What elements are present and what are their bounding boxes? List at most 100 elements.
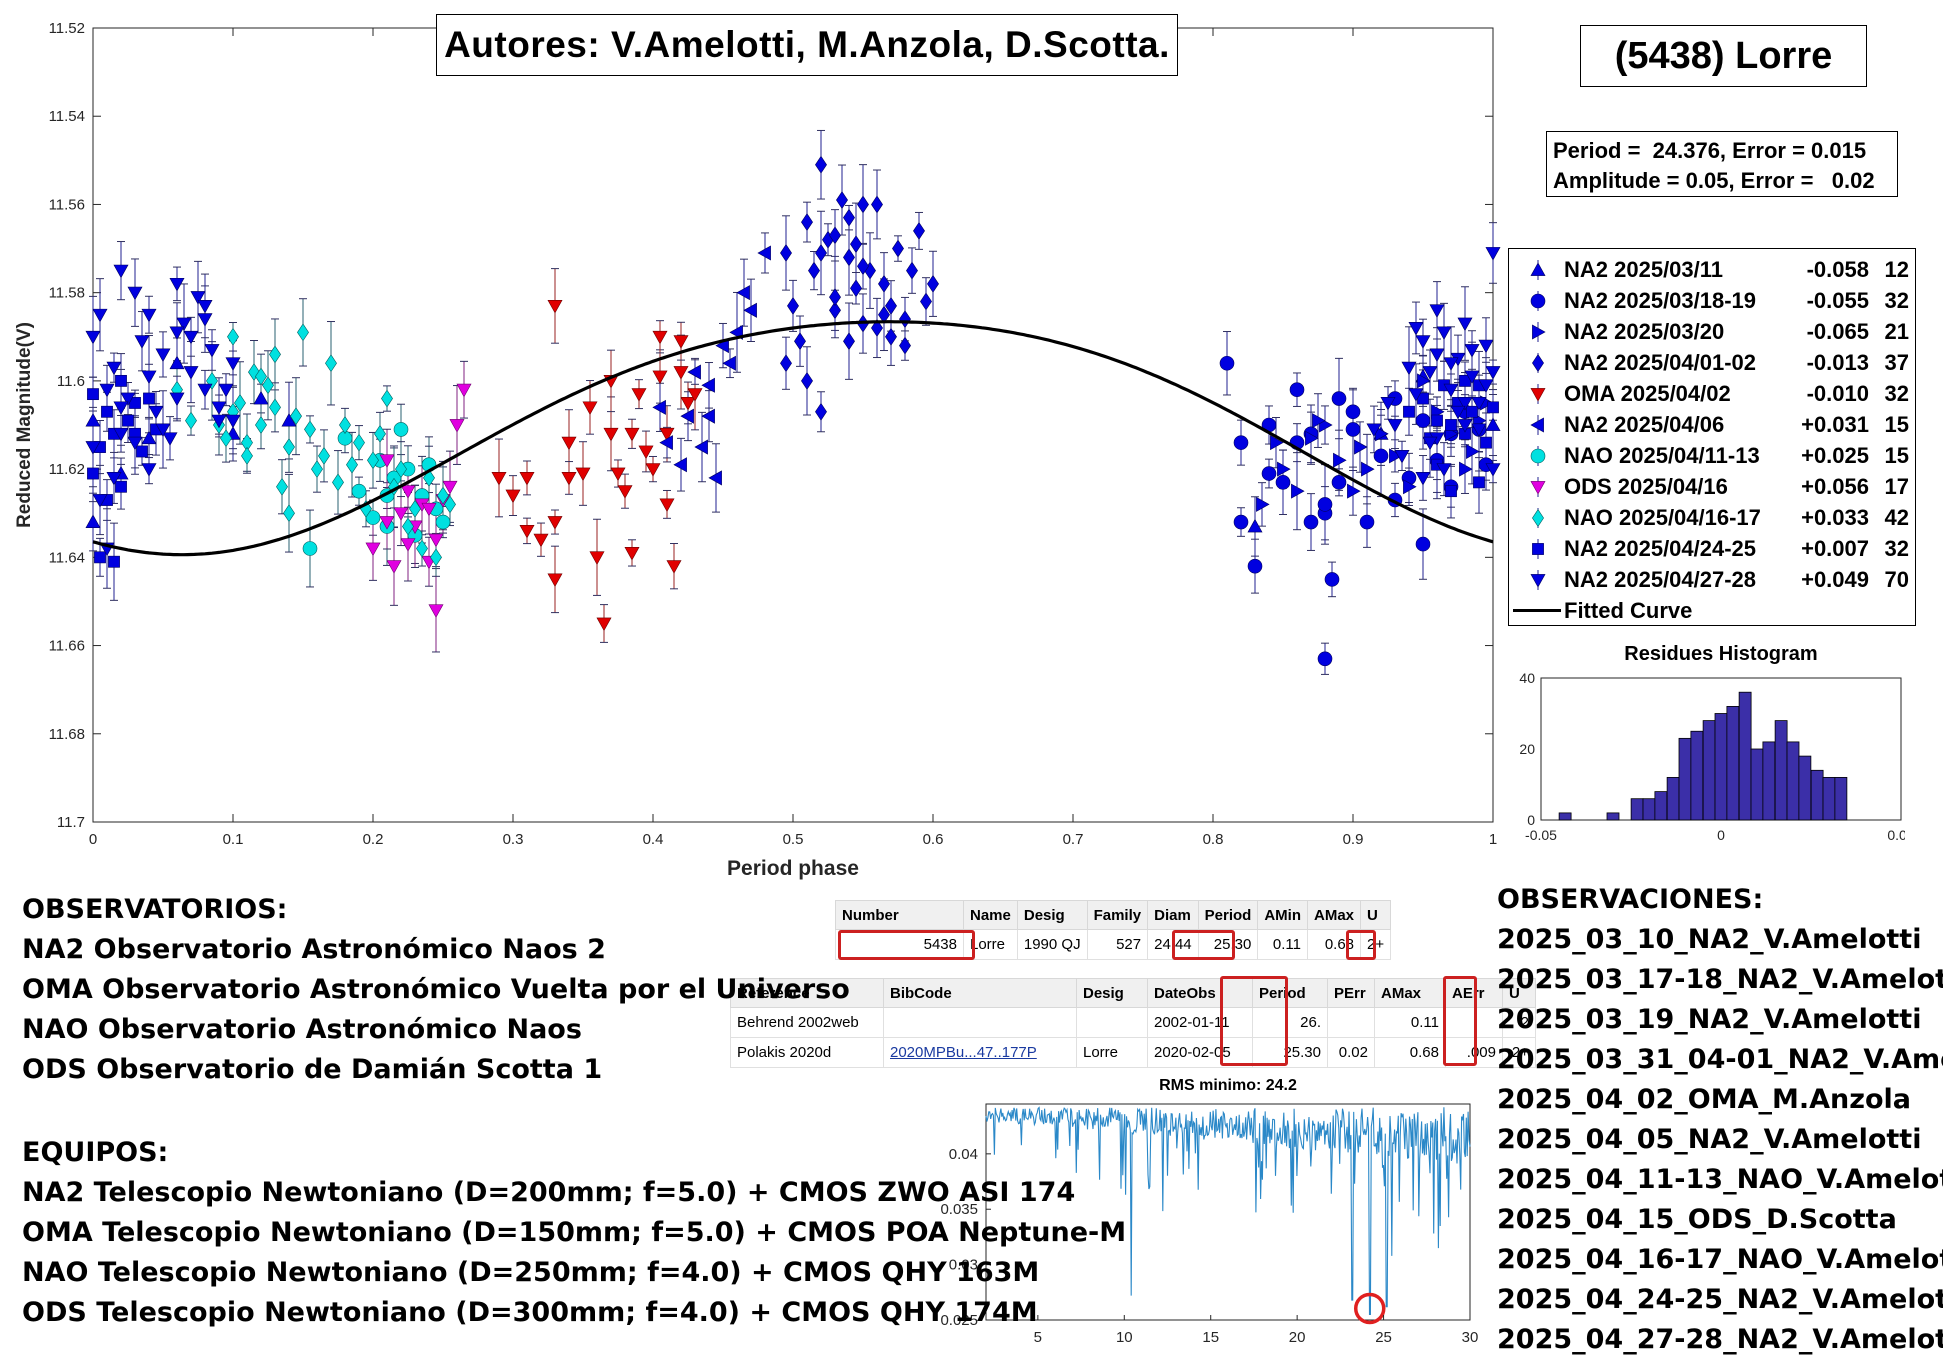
rms-y-tick: 0.03 xyxy=(949,1257,978,1274)
data-point xyxy=(94,551,106,564)
table-header: Desig xyxy=(1076,978,1148,1008)
equipos-heading: EQUIPOS: xyxy=(22,1137,169,1168)
legend-marker xyxy=(1530,446,1546,466)
histogram-y-tick: 0 xyxy=(1527,812,1535,828)
histogram-bar xyxy=(1666,776,1680,821)
data-point xyxy=(1403,405,1415,418)
data-point xyxy=(1345,404,1361,420)
data-point xyxy=(113,427,129,442)
data-point xyxy=(1408,322,1424,336)
legend-marker xyxy=(1532,322,1546,342)
data-point xyxy=(857,195,869,214)
data-point xyxy=(780,244,792,262)
data-point xyxy=(185,411,197,430)
observacion-line: 2025_03_17-18_NA2_V.Amelotti xyxy=(1497,964,1943,995)
y-axis-label: Reduced Magnitude(V) xyxy=(14,322,35,528)
data-point xyxy=(402,517,414,536)
data-point xyxy=(400,538,416,552)
data-point xyxy=(829,301,841,320)
data-point xyxy=(1233,435,1249,450)
histogram-bar xyxy=(1834,776,1848,821)
y-tick-label: 11.54 xyxy=(49,108,85,125)
histogram-bar xyxy=(1798,755,1812,821)
data-point xyxy=(449,419,465,433)
table-cell: Polakis 2020d xyxy=(730,1037,884,1068)
data-point xyxy=(652,399,666,415)
observacion-line: 2025_03_10_NA2_V.Amelotti xyxy=(1497,924,1922,955)
observatorio-line: ODS Observatorio de Damián Scotta 1 xyxy=(22,1054,603,1085)
data-point xyxy=(456,383,472,398)
legend-series-name: NAO 2025/04/11-13 xyxy=(1564,443,1760,468)
histogram-x-tick: 0 xyxy=(1717,827,1725,843)
data-point xyxy=(920,292,932,311)
data-point xyxy=(395,460,407,479)
table-header: U xyxy=(1360,900,1392,930)
data-point xyxy=(850,279,862,298)
data-point xyxy=(318,446,330,465)
histogram-bar xyxy=(1654,791,1668,821)
data-point xyxy=(141,308,157,323)
data-point xyxy=(1359,514,1375,530)
data-point xyxy=(1331,391,1347,406)
legend-series-name: NA2 2025/04/01-02 xyxy=(1564,350,1757,375)
legend-entry: NA2 2025/03/11 -0.058 12 xyxy=(1509,255,1915,286)
table-header: BibCode xyxy=(883,978,1077,1008)
data-point xyxy=(115,480,127,493)
legend-series-name: ODS 2025/04/16 xyxy=(1564,474,1728,499)
observaciones-heading: OBSERVACIONES: xyxy=(1497,884,1764,915)
data-point xyxy=(87,467,99,480)
data-point xyxy=(169,326,185,340)
rms-x-tick: 30 xyxy=(1462,1329,1479,1346)
legend-symbol xyxy=(1532,543,1544,555)
data-point xyxy=(519,472,535,486)
data-point xyxy=(85,441,101,455)
histogram-bar xyxy=(1606,812,1620,821)
data-point xyxy=(1303,514,1319,530)
table-cell[interactable]: 2020MPBu...47..177P xyxy=(883,1037,1077,1068)
data-point xyxy=(1485,463,1501,477)
data-point xyxy=(1473,476,1485,489)
data-point xyxy=(659,427,675,442)
legend-marker xyxy=(1530,384,1546,404)
histogram-bar xyxy=(1690,730,1704,821)
data-point xyxy=(351,483,367,499)
data-point xyxy=(1464,370,1480,385)
data-point xyxy=(143,392,155,405)
observatorios-block: OBSERVATORIOS: NA2 Observatorio Astronóm… xyxy=(22,890,850,1090)
table-cell: Behrend 2002web xyxy=(730,1007,884,1038)
data-point xyxy=(582,401,598,415)
histogram-bar xyxy=(1630,798,1644,821)
table-cell: 527 xyxy=(1086,929,1149,960)
observatorio-line: OMA Observatorio Astronómico Vuelta por … xyxy=(22,974,850,1005)
data-point xyxy=(127,286,143,301)
fitted-curve-line xyxy=(92,320,1494,557)
legend-entry: NAO 2025/04/16-17 +0.033 42 xyxy=(1509,503,1915,534)
data-point xyxy=(87,388,99,401)
data-point xyxy=(85,330,101,345)
table-header: AMin xyxy=(1257,900,1309,930)
data-point xyxy=(85,514,101,528)
data-point xyxy=(1443,357,1459,371)
legend-symbol xyxy=(1530,293,1546,309)
rms-y-tick: 0.025 xyxy=(940,1312,978,1329)
data-point xyxy=(1415,335,1431,349)
data-point xyxy=(815,155,827,174)
data-point xyxy=(596,617,612,632)
data-point xyxy=(400,485,416,499)
data-point xyxy=(645,463,661,477)
y-tick-label: 11.58 xyxy=(49,285,85,302)
data-point xyxy=(1389,448,1403,464)
data-point xyxy=(379,454,395,468)
data-point xyxy=(241,446,253,465)
legend-series-name: NA2 2025/03/11 xyxy=(1564,257,1724,282)
data-point xyxy=(346,455,358,474)
data-point xyxy=(127,436,143,451)
table-cell: 26. xyxy=(1252,1007,1328,1038)
y-tick-label: 11.62 xyxy=(49,461,85,478)
data-point xyxy=(1436,463,1452,477)
bibcode-link[interactable]: 2020MPBu...47..177P xyxy=(890,1044,1037,1061)
legend-series-name: NA2 2025/03/18-19 xyxy=(1564,288,1757,313)
observacion-line: 2025_04_24-25_NA2_V.Amelotti xyxy=(1497,1284,1943,1315)
data-point xyxy=(547,299,563,314)
data-point xyxy=(808,261,820,280)
